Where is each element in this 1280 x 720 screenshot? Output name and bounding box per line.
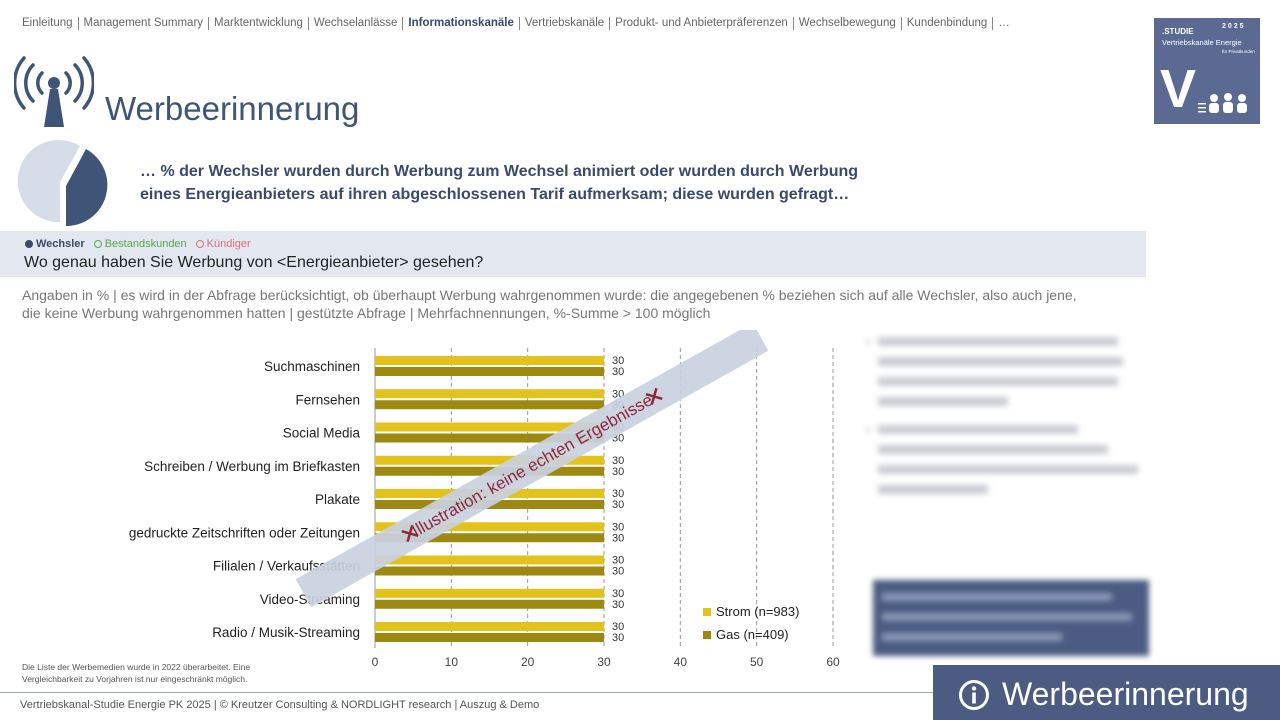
watermark-band bbox=[295, 330, 769, 608]
value-label: 30 bbox=[612, 455, 624, 467]
nav-item: Einleitung bbox=[22, 17, 73, 29]
bar bbox=[375, 622, 604, 631]
segment-label: Kündiger bbox=[206, 238, 251, 250]
watermark-cross bbox=[645, 387, 663, 405]
page-title: Werbeerinnerung bbox=[105, 90, 360, 127]
y-tick-label: Schreiben / Werbung im Briefkasten bbox=[144, 459, 360, 474]
nav-item: … bbox=[992, 17, 1015, 30]
legend-label: Strom (n=983) bbox=[716, 604, 799, 619]
x-tick-label: 40 bbox=[674, 655, 688, 669]
value-label: 30 bbox=[612, 488, 624, 500]
value-label: 30 bbox=[612, 621, 624, 633]
y-tick-label: gedruckte Zeitschriften oder Zeitungen bbox=[129, 525, 360, 540]
bar bbox=[375, 367, 604, 376]
legend-label: Gas (n=409) bbox=[716, 627, 789, 642]
value-label: 30 bbox=[612, 566, 624, 578]
logo-line: für Privatkunden bbox=[1222, 49, 1255, 54]
nav-item: Wechselbewegung bbox=[792, 17, 901, 30]
bar bbox=[375, 433, 604, 443]
segment-dot bbox=[93, 240, 102, 248]
nav-item: Management Summary bbox=[77, 17, 209, 30]
value-label: 30 bbox=[612, 532, 624, 544]
x-tick-label: 30 bbox=[597, 655, 611, 669]
blurred-panel bbox=[866, 337, 1149, 656]
x-tick-label: 20 bbox=[521, 655, 535, 669]
legend-swatch bbox=[703, 608, 711, 616]
note: Angaben in % | es wird in der Abfrage be… bbox=[22, 286, 1077, 322]
bar bbox=[375, 455, 604, 465]
value-label: 30 bbox=[612, 555, 624, 567]
bar bbox=[375, 588, 604, 598]
nav-bar: Einleitung Management Summary Marktentwick… bbox=[22, 17, 1015, 30]
value-label: 30 bbox=[612, 599, 624, 611]
segment-label: Bestandskunden bbox=[104, 238, 187, 250]
logo-line: Vertriebskanäle Energie bbox=[1162, 38, 1242, 47]
y-tick-label: Fernsehen bbox=[295, 392, 360, 407]
segment-dot bbox=[25, 240, 33, 248]
bar bbox=[375, 422, 604, 432]
segment-dot bbox=[195, 240, 204, 248]
bar bbox=[375, 599, 604, 609]
value-label: 30 bbox=[612, 499, 624, 511]
bar bbox=[375, 522, 604, 532]
segment: Bestandskunden bbox=[93, 238, 187, 250]
y-tick-label: Suchmaschinen bbox=[264, 359, 360, 374]
x-tick-label: 50 bbox=[750, 655, 764, 669]
value-label: 30 bbox=[612, 466, 624, 478]
nav-item: Produkt- und Anbieterpräferenzen bbox=[609, 17, 793, 30]
segment-tabs: Wechsler Bestandskunden Kündiger bbox=[25, 238, 251, 250]
nav-item: Kundenbindung bbox=[900, 17, 993, 30]
y-tick-label: Plakate bbox=[315, 492, 360, 507]
question: Wo genau haben Sie Werbung von <Energiea… bbox=[24, 254, 484, 271]
footer-rule bbox=[0, 692, 933, 693]
value-label: 30 bbox=[612, 366, 624, 378]
footer: Vertriebskanal-Studie Energie PK 2025 | … bbox=[20, 699, 540, 711]
x-tick-label: 10 bbox=[445, 655, 459, 669]
bar bbox=[375, 566, 604, 576]
y-tick-label: Social Media bbox=[283, 426, 361, 441]
bar bbox=[375, 533, 604, 543]
lead-line: … % der Wechsler wurden durch Werbung zu… bbox=[140, 163, 859, 180]
nav-item: Informationskanäle bbox=[402, 17, 518, 30]
value-label: 30 bbox=[612, 632, 624, 644]
note-line: die keine Werbung wahrgenommen hatten | … bbox=[22, 305, 711, 321]
badge-text: Werbeerinnerung bbox=[1002, 676, 1249, 712]
pie-icon bbox=[18, 140, 108, 226]
badge bbox=[933, 665, 1280, 720]
question-band bbox=[0, 231, 1146, 277]
segment: Kündiger bbox=[195, 238, 251, 250]
x-tick-label: 0 bbox=[372, 655, 379, 669]
bar bbox=[375, 389, 604, 399]
nav-item: Marktentwicklung bbox=[208, 17, 308, 30]
value-label: 30 bbox=[612, 355, 624, 367]
y-tick-label: Radio / Musik-Streaming bbox=[212, 625, 360, 640]
lead-text: … % der Wechsler wurden durch Werbung zu… bbox=[140, 160, 858, 206]
logo-letter: V bbox=[1160, 59, 1197, 119]
study-logo: .STUDIE 2025 Vertriebskanäle Energie für… bbox=[1154, 18, 1260, 124]
bar bbox=[375, 356, 604, 365]
bar bbox=[375, 400, 604, 410]
value-label: 30 bbox=[612, 521, 624, 533]
segment: Wechsler bbox=[25, 238, 85, 250]
bar bbox=[375, 555, 604, 565]
value-label: 30 bbox=[612, 588, 624, 600]
logo-label: .STUDIE bbox=[1162, 27, 1194, 36]
logo-year: 2025 bbox=[1222, 23, 1246, 30]
x-tick-label: 60 bbox=[826, 655, 840, 669]
antenna-icon bbox=[14, 56, 94, 127]
logo-icons bbox=[1198, 93, 1247, 113]
info-icon bbox=[959, 680, 989, 710]
note-line: Angaben in % | es wird in der Abfrage be… bbox=[22, 287, 1077, 303]
segment-label: Wechsler bbox=[36, 238, 85, 250]
bar bbox=[375, 633, 604, 642]
nav-item: Wechselanlässe bbox=[307, 17, 403, 30]
legend-swatch bbox=[703, 631, 711, 639]
footnote: Die Liste der Werbemedien wurde in 2022 … bbox=[22, 662, 251, 684]
nav-item: Vertriebskanäle bbox=[518, 17, 609, 30]
lead-line: eines Energieanbieters auf ihren abgesch… bbox=[140, 186, 850, 203]
watermark-cross bbox=[401, 525, 419, 543]
